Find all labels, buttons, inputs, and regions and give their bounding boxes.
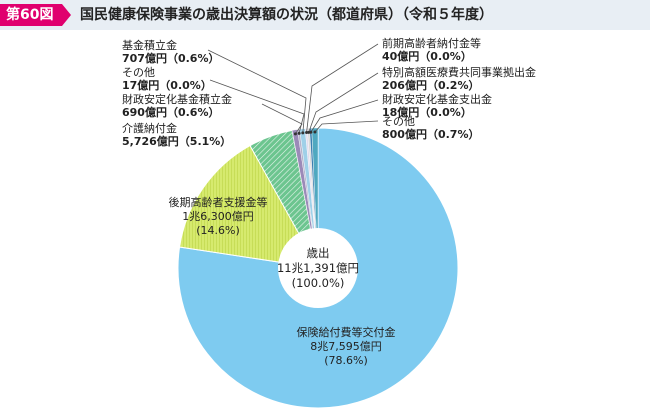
label-fund-value: 707億円（0.6%）	[122, 51, 219, 65]
label-benefit-percent: (78.6%)	[324, 354, 368, 367]
label-early-elderly-value: 40億円（0.0%）	[382, 49, 472, 63]
leader-line-5	[209, 79, 305, 134]
label-elderly-support-value: 1兆6,300億円	[182, 210, 254, 223]
label-early-elderly-name: 前期高齢者納付金等	[382, 36, 481, 50]
label-stabilization-expense-value: 18億円（0.0%）	[382, 105, 472, 119]
label-care-name: 介護納付金	[122, 121, 177, 135]
label-benefit-name: 保険給付費等交付金	[297, 325, 396, 339]
label-care-value: 5,726億円（5.1%）	[122, 134, 231, 148]
chart-title: 国民健康保険事業の歳出決算額の状況（都道府県）（令和５年度）	[80, 7, 493, 23]
leader-line-7	[306, 43, 379, 133]
label-benefit-value: 8兆7,595億円	[310, 340, 382, 353]
header-bar	[0, 0, 650, 30]
center-total: 11兆1,391億円	[277, 261, 359, 275]
label-stabilization-fund-value: 690億円（0.6%）	[122, 105, 219, 119]
badge-arrow-icon	[62, 4, 71, 26]
leader-line-4	[261, 103, 303, 135]
center-label: 歳出	[307, 246, 330, 260]
slice-2	[179, 144, 319, 269]
label-special-medical-value: 206億円（0.2%）	[382, 78, 479, 92]
label-other-right-value: 800億円（0.7%）	[382, 127, 479, 141]
leader-dot-10	[313, 130, 317, 134]
leader-line-6	[207, 49, 307, 133]
slice-1	[177, 127, 459, 409]
leader-line-8	[308, 72, 379, 133]
leader-dot-9	[309, 130, 313, 134]
label-elderly-support-name: 後期高齢者支援金等	[169, 195, 268, 209]
label-elderly-support-percent: (14.6%)	[196, 224, 240, 237]
leader-dot-6	[301, 131, 305, 135]
label-fund-name: 基金積立金	[122, 38, 177, 52]
leader-dot-4	[293, 132, 297, 136]
label-stabilization-expense-name: 財政安定化基金支出金	[382, 92, 492, 106]
center-percent: (100.0%)	[292, 276, 345, 290]
label-other-right-name: その他	[382, 115, 415, 128]
leader-dot-5	[297, 131, 301, 135]
leader-dot-8	[307, 130, 311, 134]
figure-number-badge: 第60図	[0, 4, 62, 26]
label-special-medical-name: 特別高額医療費共同事業拠出金	[382, 65, 536, 79]
center-hole	[278, 228, 358, 308]
leader-line-10	[314, 120, 379, 133]
label-stabilization-fund-name: 財政安定化基金積立金	[122, 92, 232, 106]
label-other-left-name: その他	[122, 66, 155, 79]
leader-line-9	[310, 99, 379, 133]
label-other-left-value: 17億円（0.0%）	[122, 78, 212, 92]
